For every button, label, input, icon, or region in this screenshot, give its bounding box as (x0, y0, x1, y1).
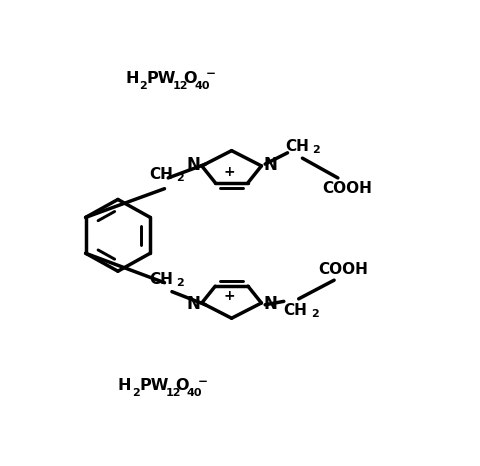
Text: 12: 12 (165, 388, 181, 398)
Text: CH: CH (282, 303, 306, 318)
Text: PW: PW (147, 71, 176, 86)
Text: −: − (205, 67, 215, 80)
Text: PW: PW (139, 378, 168, 393)
Text: O: O (175, 378, 189, 393)
Text: H: H (118, 378, 131, 393)
Text: CH: CH (284, 139, 308, 154)
Text: CH: CH (148, 167, 172, 182)
Text: 2: 2 (312, 145, 320, 155)
Text: 2: 2 (176, 278, 184, 288)
Text: 2: 2 (176, 173, 184, 183)
Text: 2: 2 (310, 309, 318, 319)
Text: H: H (125, 71, 139, 86)
Text: +: + (224, 165, 235, 179)
Text: 2: 2 (132, 388, 140, 398)
Text: N: N (186, 295, 200, 313)
Text: 40: 40 (194, 81, 209, 90)
Text: COOH: COOH (318, 262, 368, 277)
Text: 40: 40 (186, 388, 202, 398)
Text: 2: 2 (139, 81, 147, 90)
Text: 12: 12 (173, 81, 188, 90)
Text: +: + (224, 289, 235, 303)
Text: N: N (186, 156, 200, 174)
Text: −: − (198, 375, 208, 388)
Text: O: O (183, 71, 196, 86)
Text: N: N (263, 295, 276, 313)
Text: CH: CH (148, 272, 172, 287)
Text: COOH: COOH (322, 181, 372, 196)
Text: N: N (263, 156, 276, 174)
